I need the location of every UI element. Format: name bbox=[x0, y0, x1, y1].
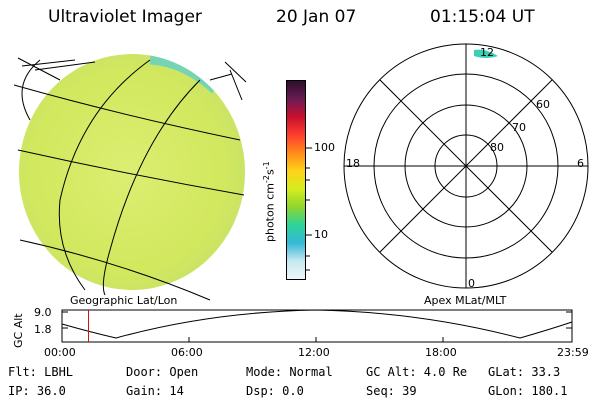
colorbar-tick-100: 100 bbox=[314, 141, 335, 154]
door-value: Door: Open bbox=[126, 365, 199, 379]
colorbar-tick-10: 10 bbox=[314, 228, 328, 241]
altitude-axis-label: GC Alt bbox=[12, 313, 25, 348]
altitude-curve bbox=[61, 309, 573, 339]
mode-value: Mode: Normal bbox=[246, 365, 333, 379]
seq-value: Seq: 39 bbox=[366, 384, 417, 398]
filter-value: Flt: LBHL bbox=[8, 365, 74, 379]
color-scale-bar bbox=[286, 80, 306, 280]
altitude-tick-high: 9.0 bbox=[34, 306, 52, 319]
glat-value: GLat: 33.3 bbox=[488, 365, 561, 379]
altitude-tick-low: 1.8 bbox=[34, 323, 52, 336]
gc-alt-value: GC Alt: 4.0 Re bbox=[366, 365, 468, 379]
time-tick-0600: 06:00 bbox=[171, 346, 203, 359]
time-label: 01:15:04 UT bbox=[430, 7, 535, 27]
polar-emission-patch bbox=[474, 49, 498, 58]
color-scale-ticks bbox=[306, 147, 312, 271]
instrument-title: Ultraviolet Imager bbox=[48, 7, 202, 27]
time-tick-0000: 00:00 bbox=[44, 346, 76, 359]
mlat-label-80: 80 bbox=[490, 141, 504, 154]
gain-value: Gain: 14 bbox=[126, 384, 184, 398]
geographic-caption: Geographic Lat/Lon bbox=[70, 294, 178, 307]
time-tick-1200: 12:00 bbox=[298, 346, 330, 359]
mlt-label-0: 0 bbox=[468, 277, 475, 290]
mlat-label-70: 70 bbox=[512, 121, 526, 134]
apex-caption: Apex MLat/MLT bbox=[424, 294, 507, 307]
mlt-label-6: 6 bbox=[577, 157, 584, 170]
mlat-label-60: 60 bbox=[536, 98, 550, 111]
mlt-label-12: 12 bbox=[480, 46, 494, 59]
time-tick-1800: 18:00 bbox=[425, 346, 457, 359]
mlt-label-18: 18 bbox=[346, 157, 360, 170]
glon-value: GLon: 180.1 bbox=[488, 384, 568, 398]
dsp-value: Dsp: 0.0 bbox=[246, 384, 304, 398]
time-tick-2359: 23:59 bbox=[557, 346, 589, 359]
date-label: 20 Jan 07 bbox=[276, 7, 357, 27]
lat-lon-grid bbox=[13, 57, 247, 301]
ip-value: IP: 36.0 bbox=[8, 384, 66, 398]
